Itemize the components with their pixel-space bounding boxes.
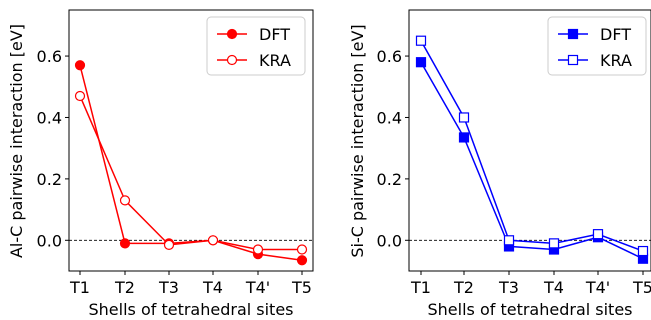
- legend: DFT KRA: [206, 16, 306, 76]
- y-tick-label: 0.4: [37, 108, 62, 127]
- data-point: [296, 255, 308, 266]
- chart-panel-1: 0.0 0.2 0.4 0.6 T1 T2 T3 T4 T4' T5 Shells of tetra…: [7, 9, 314, 319]
- data-point: [119, 195, 131, 206]
- data-point: [458, 112, 470, 123]
- y-tick-label: 0.2: [377, 170, 402, 189]
- x-axis-label: Shells of tetrahedral sites: [427, 300, 632, 319]
- y-tick-label: 0.4: [377, 108, 402, 127]
- x-tick-label: T4: [543, 278, 564, 297]
- x-tick-label: T2: [453, 278, 474, 297]
- series-line: [79, 95, 302, 251]
- data-point: [207, 235, 219, 246]
- data-point: [252, 244, 264, 255]
- series-line: [79, 65, 303, 261]
- series-line: [420, 40, 644, 252]
- data-point: [415, 35, 427, 46]
- x-tick-label: T4': [585, 278, 610, 297]
- x-tick-label: T5: [632, 278, 651, 297]
- x-tick-label: T5: [291, 278, 312, 297]
- data-point: [458, 132, 470, 143]
- series-line: [420, 61, 644, 260]
- legend-label: DFT: [600, 25, 631, 44]
- data-point: [296, 244, 308, 255]
- legend: DFT KRA: [547, 16, 647, 76]
- legend-marker: [567, 28, 579, 40]
- legend-marker: [567, 54, 579, 66]
- series-kra: [74, 90, 308, 255]
- data-point: [74, 90, 86, 102]
- axes-frame: [68, 9, 314, 272]
- x-tick-label: T1: [410, 278, 431, 297]
- series-dft: [74, 60, 308, 266]
- y-tick-label: 0.0: [37, 231, 62, 250]
- x-tick-label: T2: [114, 278, 135, 297]
- x-tick-label: T4: [202, 278, 223, 297]
- data-point: [637, 245, 649, 257]
- y-tick-label: 0.0: [377, 231, 402, 250]
- axes-frame: [408, 9, 651, 272]
- x-tick-label: T3: [158, 278, 179, 297]
- series-dft: [415, 57, 649, 264]
- y-tick-label: 0.2: [37, 170, 62, 189]
- legend-label: KRA: [259, 51, 291, 70]
- data-point: [74, 60, 86, 71]
- y-axis-label: Si-C pairwise interaction [eV]: [348, 24, 367, 257]
- data-point: [119, 238, 131, 249]
- legend-marker: [226, 54, 238, 66]
- data-point: [592, 229, 604, 240]
- legend-label: KRA: [600, 51, 632, 70]
- y-axis-label: Al-C pairwise interaction [eV]: [7, 24, 26, 258]
- x-tick-label: T1: [69, 278, 90, 297]
- legend-label: DFT: [259, 25, 290, 44]
- data-point: [503, 235, 515, 246]
- data-point: [163, 239, 175, 250]
- y-tick-label: 0.6: [37, 47, 62, 66]
- x-tick-label: T3: [498, 278, 519, 297]
- data-point: [415, 57, 427, 68]
- series-kra: [415, 35, 649, 257]
- x-axis-label: Shells of tetrahedral sites: [88, 300, 293, 319]
- y-tick-label: 0.6: [377, 47, 402, 66]
- x-tick-label: T4': [245, 278, 270, 297]
- legend-marker: [226, 28, 238, 40]
- data-point: [548, 238, 560, 249]
